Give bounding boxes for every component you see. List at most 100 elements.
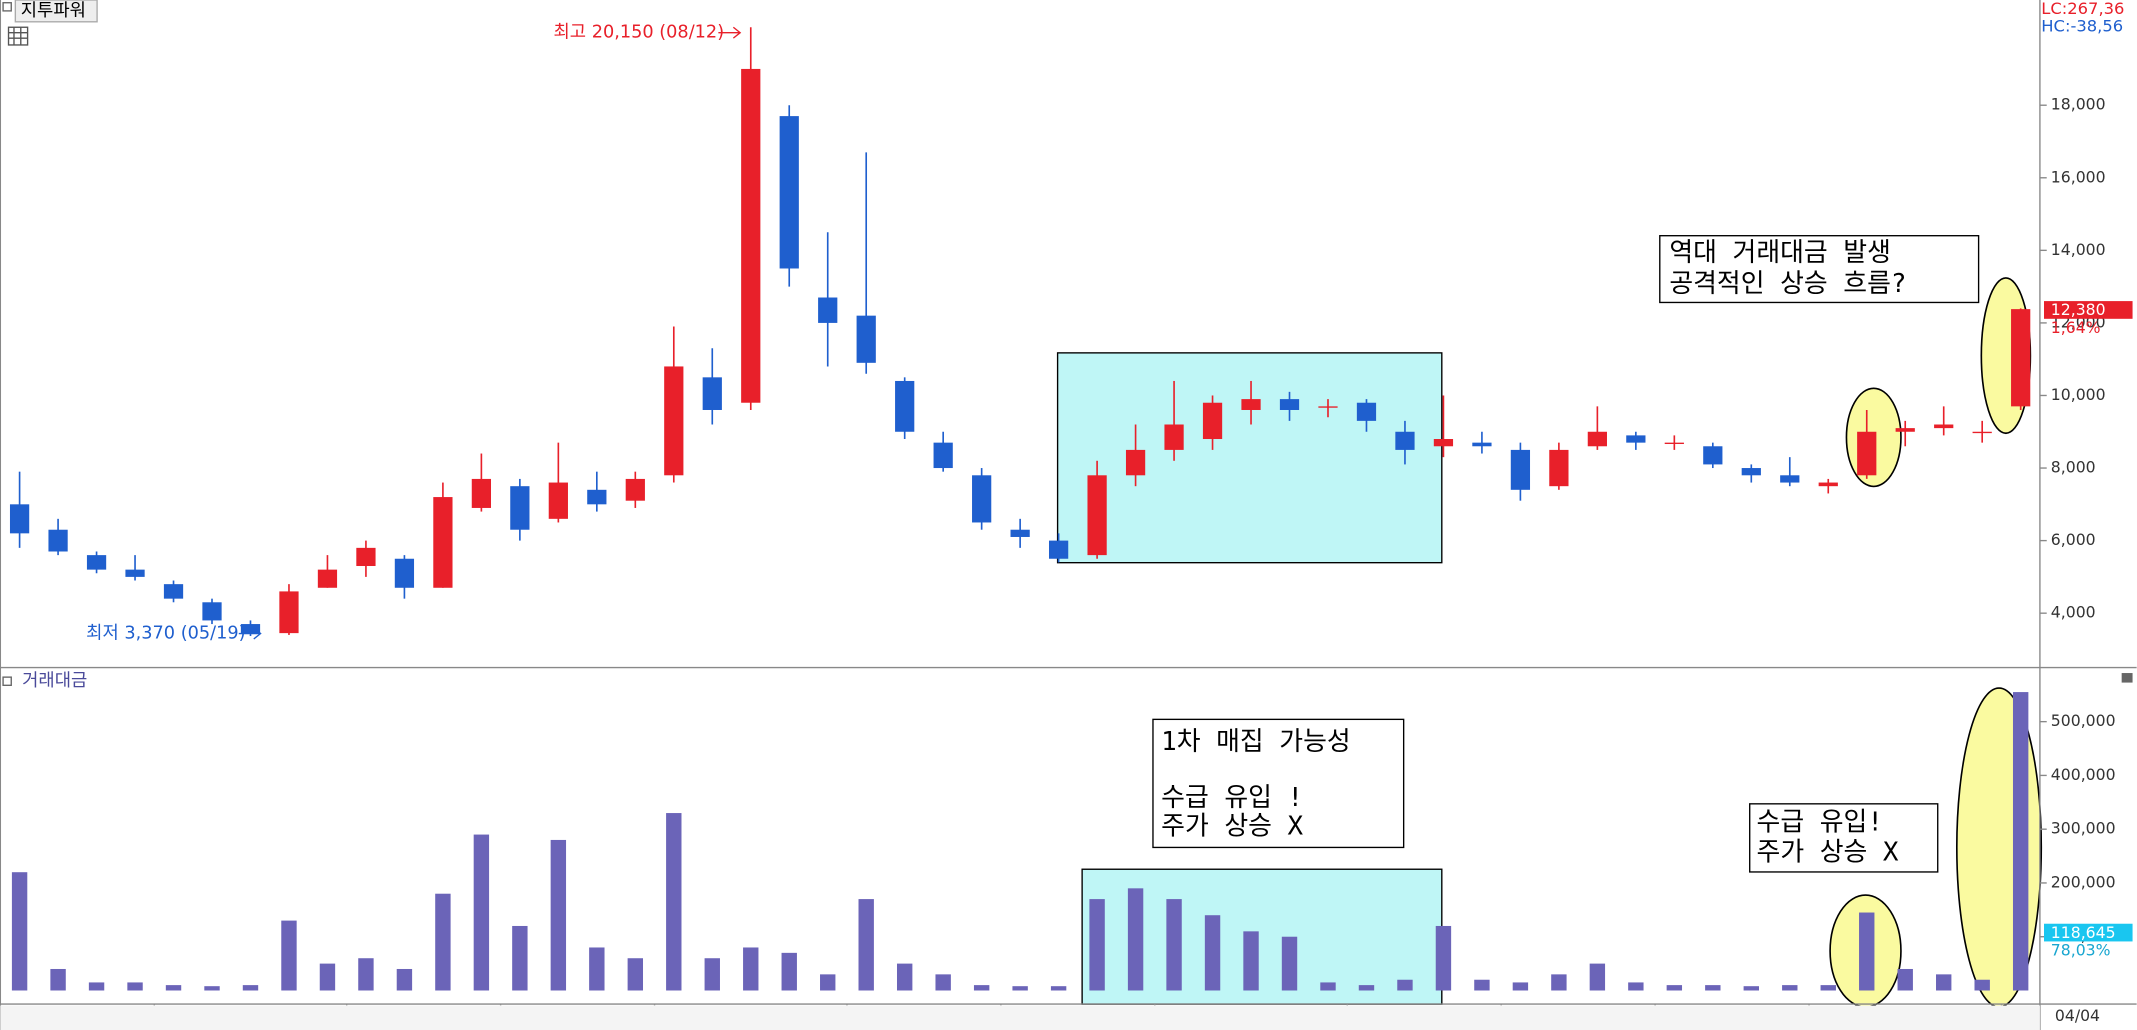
note-text: 수급 유입! — [1757, 807, 1883, 837]
volume-bar — [1859, 912, 1875, 991]
volume-bar — [281, 920, 297, 991]
note-box — [1152, 718, 1405, 849]
panel-title: 거래대금 — [22, 670, 87, 691]
candle-body — [317, 569, 338, 588]
max-label: 최고 20,150 (08/12) — [554, 22, 725, 43]
volume-bar — [704, 958, 720, 991]
last-volume: 118,645 — [2051, 923, 2116, 942]
volume-bar — [1012, 986, 1028, 991]
candle-body — [1510, 449, 1531, 490]
last-volume-tag — [2044, 923, 2133, 942]
min-label: 최저 3,370 (05/19) — [86, 623, 245, 644]
volume-bar — [396, 968, 413, 991]
last-change: 1,64% — [2051, 318, 2101, 337]
candle-body — [86, 555, 107, 570]
candle-body — [9, 504, 30, 534]
volume-bar — [1589, 963, 1606, 991]
y-tick-label: 18,000 — [2051, 95, 2106, 114]
candle-body — [1626, 435, 1646, 443]
chart-title: 지투파워 — [21, 0, 86, 21]
candle-body — [279, 591, 299, 634]
candle-body — [1241, 399, 1261, 410]
candle-body — [1010, 529, 1030, 537]
volume-bar — [1166, 899, 1182, 991]
candle-body — [1164, 424, 1184, 450]
candle-body — [1048, 540, 1069, 559]
candle-body — [1279, 399, 1300, 410]
volume-bar — [1936, 974, 1952, 991]
volume-bar — [627, 958, 644, 991]
volume-bar — [165, 985, 182, 991]
highlight-box — [1056, 352, 1443, 564]
candle-body — [702, 377, 722, 410]
note-text: 수급 유입 ! — [1161, 783, 1303, 813]
volume-bar — [1512, 982, 1529, 991]
volume-bar — [88, 982, 105, 991]
volume-bar — [1397, 979, 1413, 991]
icon — [2, 2, 12, 12]
note-text: 주가 상승 X — [1161, 811, 1303, 841]
volume-bar — [1551, 974, 1567, 991]
candle-body — [433, 497, 453, 588]
volume-bar — [2012, 692, 2029, 991]
volume-bar — [512, 925, 528, 991]
volume-bar — [1435, 925, 1452, 991]
last-price: 12,380 — [2051, 300, 2106, 319]
volume-bar — [127, 982, 143, 991]
note-text: 주가 상승 X — [1757, 837, 1899, 867]
volume-bar — [1050, 986, 1067, 991]
last-price-tag — [2044, 301, 2133, 319]
volume-bar — [1474, 979, 1490, 991]
volume-bar — [1204, 915, 1221, 991]
candle-body — [1395, 431, 1415, 450]
candle-body — [471, 478, 492, 508]
y-tick-label: 4,000 — [2051, 603, 2096, 622]
candle-body — [394, 558, 415, 588]
table-icon[interactable] — [7, 26, 29, 46]
volume-bar — [550, 839, 567, 991]
volume-bar — [858, 899, 874, 991]
note-text: 공격적인 상승 흐름? — [1669, 269, 1906, 299]
volume-bar — [1666, 985, 1683, 991]
candle-body — [1895, 428, 1915, 432]
candle-body — [510, 486, 530, 530]
table-icon-lines — [8, 27, 28, 45]
volume-bar — [358, 958, 374, 991]
candle-body — [240, 624, 261, 634]
candle-body — [1202, 402, 1223, 440]
volume-bar — [319, 963, 336, 991]
candle-body — [1125, 449, 1146, 476]
volume-bar — [1743, 986, 1759, 991]
note-text: 1차 매집 가능성 — [1161, 727, 1351, 757]
y-tick-label: 200,000 — [2051, 872, 2116, 891]
candle-body — [163, 584, 184, 599]
volume-bar — [473, 834, 490, 991]
icon[interactable] — [2121, 673, 2133, 683]
y-tick-label: 300,000 — [2051, 819, 2116, 838]
volume-bar — [781, 952, 797, 991]
volume-bar — [1974, 979, 1990, 991]
volume-bar — [1897, 968, 1913, 991]
volume-bar — [1281, 936, 1298, 991]
y-tick-label: 16,000 — [2051, 167, 2106, 186]
candle-body — [664, 366, 684, 476]
candle-body — [1741, 468, 1761, 476]
volume-bar — [50, 968, 66, 991]
title-box[interactable] — [14, 0, 98, 23]
y-tick-label: 500,000 — [2051, 711, 2116, 730]
candle-body — [1587, 431, 1607, 447]
x-axis-band — [0, 1005, 2040, 1030]
candle-body — [895, 380, 915, 432]
candle-body — [1818, 482, 1838, 487]
candle-body — [2011, 309, 2031, 407]
candle-body — [1664, 442, 1684, 445]
volume-bar — [589, 947, 605, 991]
candle-body — [1318, 406, 1338, 408]
min-arrow — [238, 627, 262, 640]
volume-bar — [935, 974, 951, 991]
volume-bar — [1089, 899, 1105, 991]
candle-body — [933, 442, 953, 469]
candle-body — [779, 116, 799, 269]
y-tick-label: 10,000 — [2051, 385, 2106, 404]
